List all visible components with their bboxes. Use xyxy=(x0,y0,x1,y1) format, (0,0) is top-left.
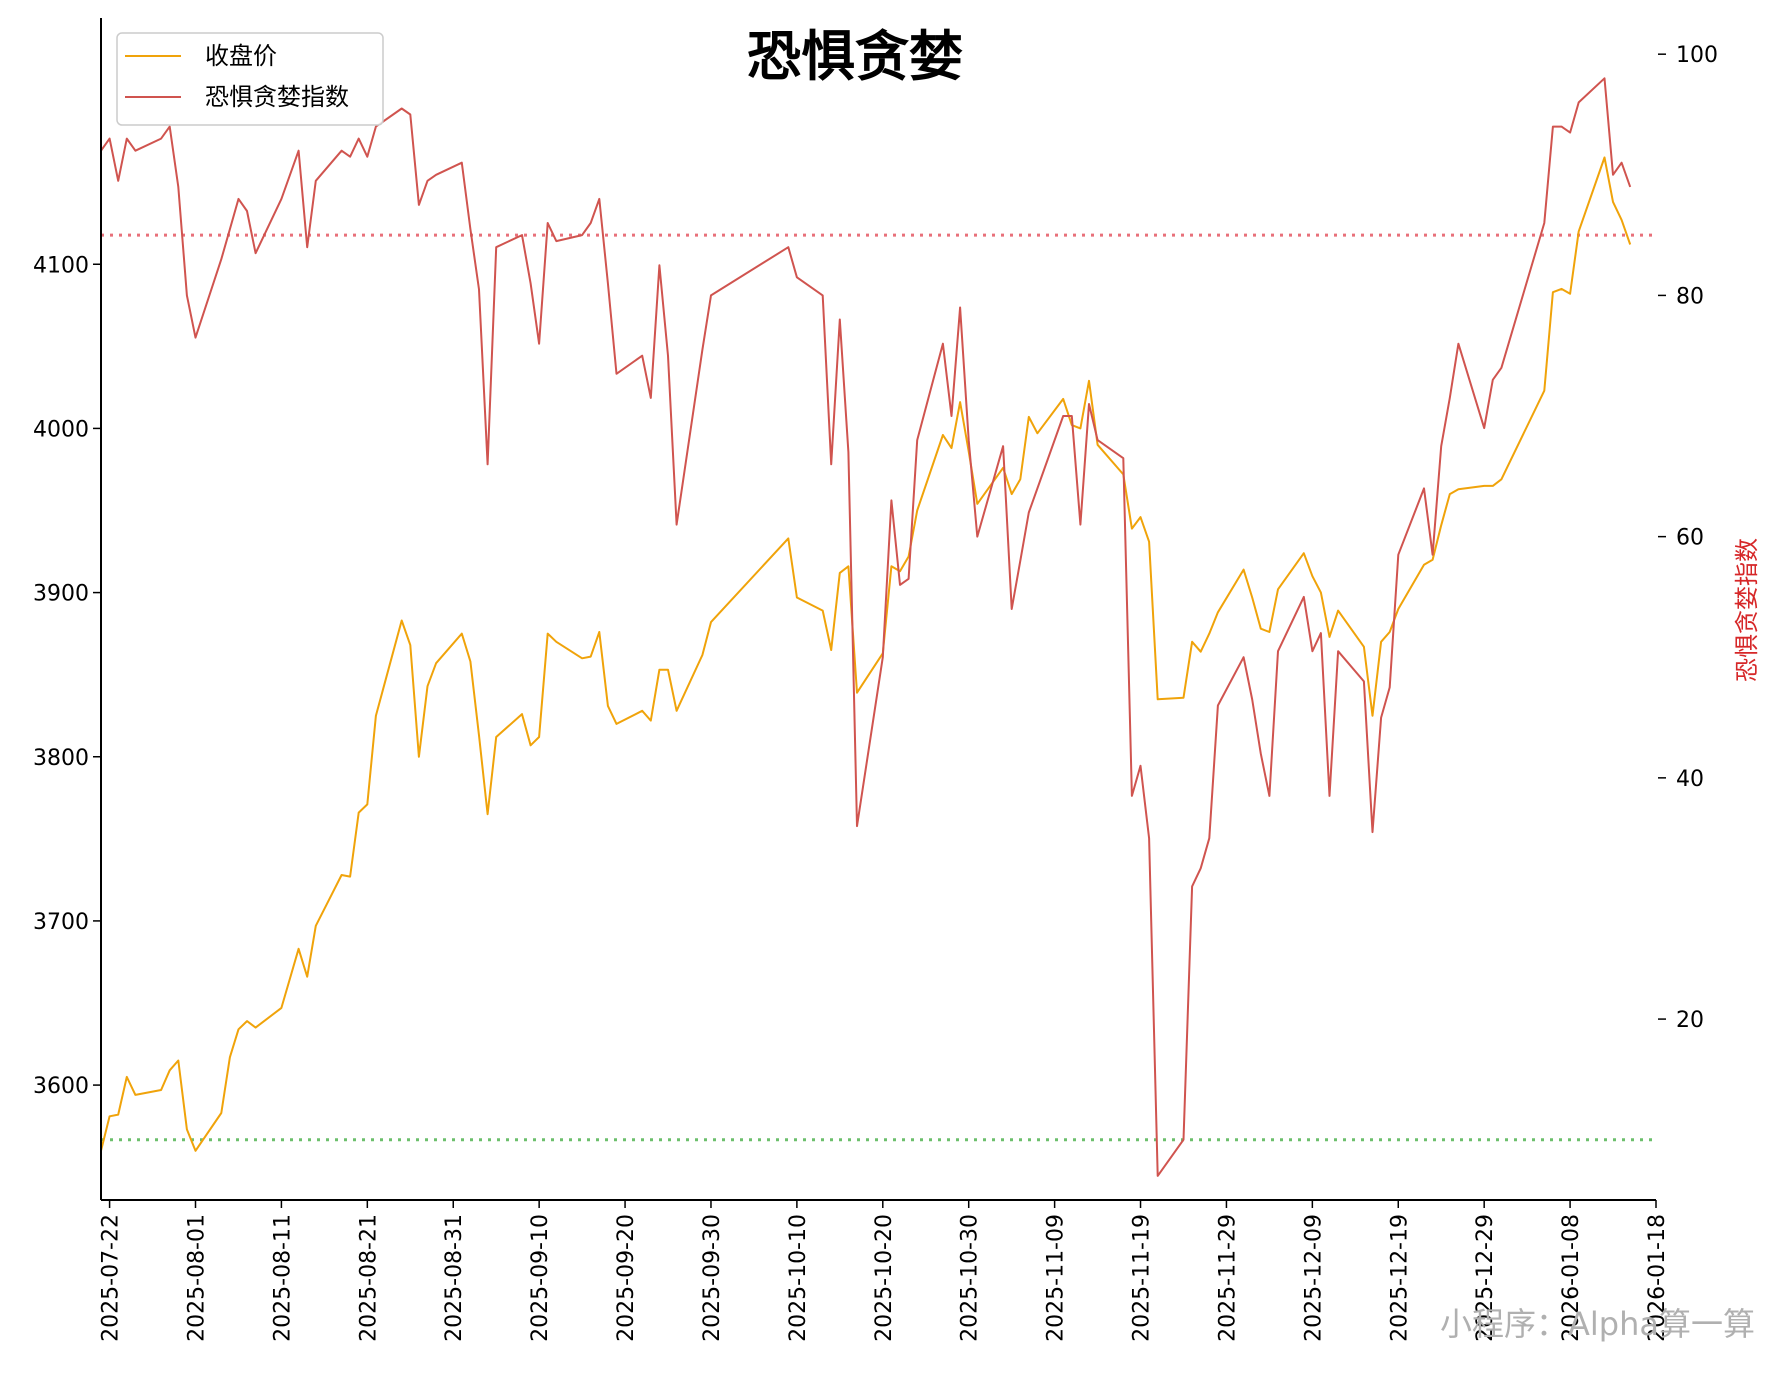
x-tick-label-1: 2025-08-01 xyxy=(185,1214,210,1342)
x-tick-label-0: 2025-07-22 xyxy=(99,1214,124,1342)
x-tick-label-4: 2025-08-31 xyxy=(442,1214,467,1342)
left-axis-ticks: 3600 3700 3800 3900 4000 4100 xyxy=(33,253,101,1099)
x-tick-label-12: 2025-11-19 xyxy=(1130,1214,1155,1342)
x-tick-label-3: 2025-08-21 xyxy=(356,1214,381,1342)
y-right-tick-label-4: 100 xyxy=(1676,43,1718,68)
legend-label-fear-greed: 恐惧贪婪指数 xyxy=(205,83,349,111)
x-tick-label-15: 2025-12-19 xyxy=(1387,1214,1412,1342)
x-tick-label-18: 2026-01-18 xyxy=(1645,1214,1670,1342)
x-tick-label-6: 2025-09-20 xyxy=(614,1214,639,1342)
x-tick-label-8: 2025-10-10 xyxy=(786,1214,811,1342)
x-tick-label-17: 2026-01-08 xyxy=(1559,1214,1584,1342)
x-tick-label-7: 2025-09-30 xyxy=(700,1214,725,1342)
x-tick-label-9: 2025-10-20 xyxy=(872,1214,897,1342)
series-line-0 xyxy=(100,156,1632,1152)
x-tick-label-14: 2025-12-09 xyxy=(1301,1214,1326,1342)
x-tick-label-10: 2025-10-30 xyxy=(958,1214,983,1342)
y-left-tick-label-5: 4100 xyxy=(33,253,89,278)
series-line-1 xyxy=(100,77,1632,1177)
right-axis-label: 恐惧贪婪指数 xyxy=(1733,538,1761,682)
x-tick-label-5: 2025-09-10 xyxy=(528,1214,553,1342)
x-tick-label-11: 2025-11-09 xyxy=(1044,1214,1069,1342)
y-right-tick-label-1: 40 xyxy=(1676,767,1704,792)
y-left-tick-label-4: 4000 xyxy=(33,417,89,442)
y-left-tick-label-1: 3700 xyxy=(33,910,89,935)
y-left-tick-label-3: 3900 xyxy=(33,582,89,607)
series-layer xyxy=(100,77,1632,1177)
y-right-tick-label-2: 60 xyxy=(1676,526,1704,551)
x-tick-label-16: 2025-12-29 xyxy=(1473,1214,1498,1342)
y-right-tick-label-0: 20 xyxy=(1676,1008,1704,1033)
x-axis-ticks: 2025-07-22 2025-08-01 2025-08-11 2025-08-21… xyxy=(99,1200,1670,1342)
watermark: 小程序：Alpha算一算 xyxy=(1440,1305,1755,1343)
axes xyxy=(100,18,1656,1201)
x-tick-label-2: 2025-08-11 xyxy=(270,1214,295,1342)
legend-box xyxy=(116,32,384,126)
x-tick-label-13: 2025-11-29 xyxy=(1215,1214,1240,1342)
chart-title: 恐惧贪婪 xyxy=(747,25,963,88)
legend: 收盘价 恐惧贪婪指数 xyxy=(116,32,384,126)
right-axis-ticks: 20 40 60 80 100 xyxy=(1658,43,1718,1033)
legend-label-close: 收盘价 xyxy=(205,42,277,70)
y-left-tick-label-2: 3800 xyxy=(33,746,89,771)
y-right-tick-label-3: 80 xyxy=(1676,284,1704,309)
y-left-tick-label-0: 3600 xyxy=(33,1074,89,1099)
